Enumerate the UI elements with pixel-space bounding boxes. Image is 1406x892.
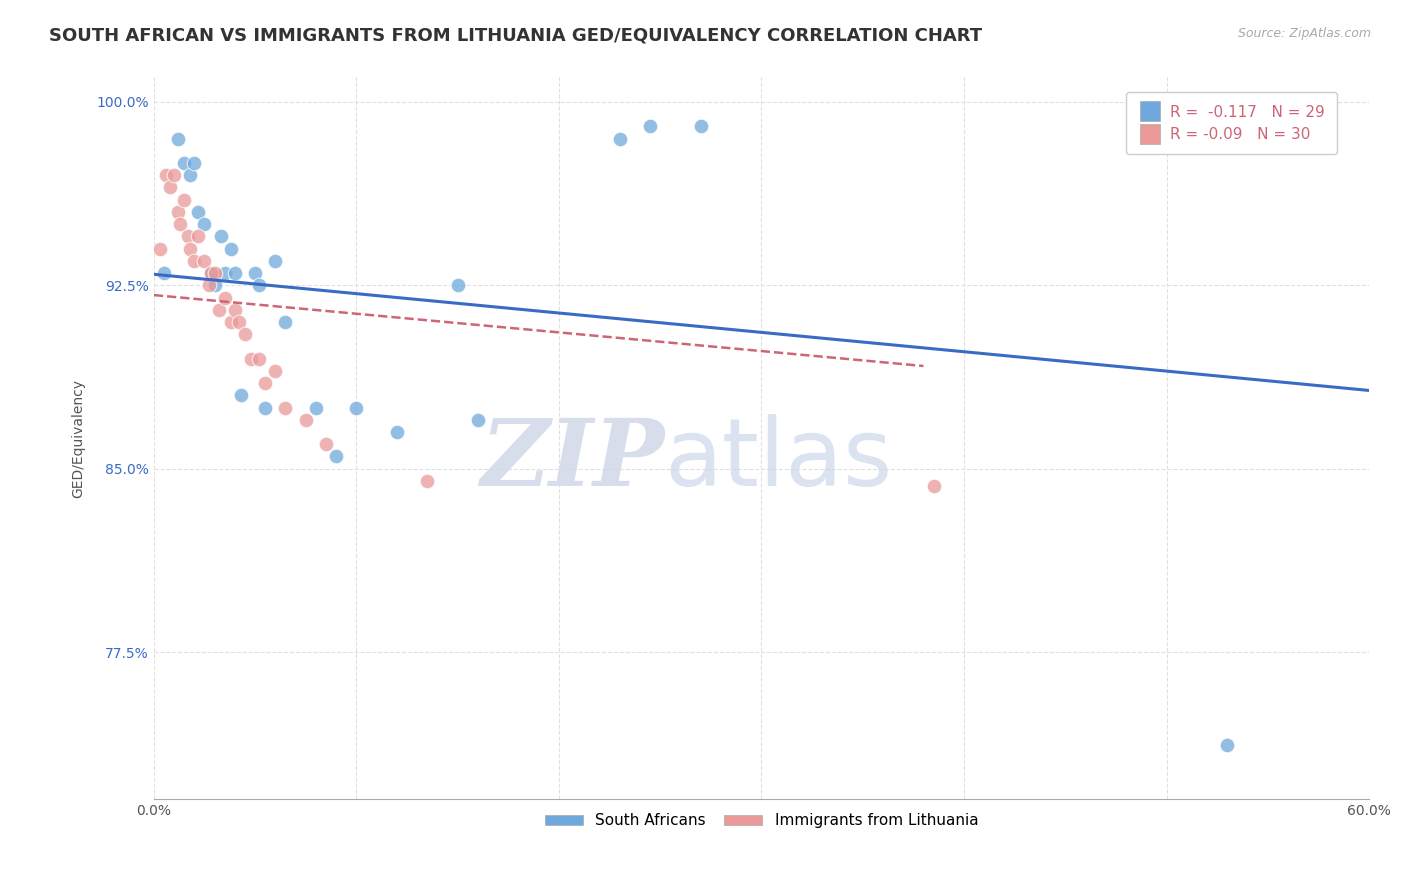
Point <box>224 302 246 317</box>
Point <box>344 401 367 415</box>
Point <box>240 351 263 366</box>
Point <box>208 302 231 317</box>
Point <box>214 266 236 280</box>
Point <box>254 376 277 390</box>
Point <box>187 229 209 244</box>
Point <box>689 120 711 134</box>
Point <box>219 242 242 256</box>
Text: ZIP: ZIP <box>479 415 664 505</box>
Point <box>200 266 222 280</box>
Text: Source: ZipAtlas.com: Source: ZipAtlas.com <box>1237 27 1371 40</box>
Point <box>609 131 631 145</box>
Point <box>173 193 195 207</box>
Point <box>163 168 186 182</box>
Point <box>274 401 297 415</box>
Point <box>446 278 468 293</box>
Point <box>315 437 337 451</box>
Point <box>264 364 287 378</box>
Point <box>169 217 191 231</box>
Text: SOUTH AFRICAN VS IMMIGRANTS FROM LITHUANIA GED/EQUIVALENCY CORRELATION CHART: SOUTH AFRICAN VS IMMIGRANTS FROM LITHUAN… <box>49 27 983 45</box>
Point <box>149 242 172 256</box>
Point <box>183 253 205 268</box>
Text: atlas: atlas <box>664 414 893 506</box>
Point <box>197 278 219 293</box>
Point <box>167 205 190 219</box>
Point <box>177 229 200 244</box>
Point <box>638 120 661 134</box>
Point <box>305 401 328 415</box>
Point <box>200 266 222 280</box>
Point <box>325 450 347 464</box>
Point <box>179 242 201 256</box>
Point <box>416 474 439 488</box>
Point <box>224 266 246 280</box>
Y-axis label: GED/Equivalency: GED/Equivalency <box>72 378 86 498</box>
Point <box>155 168 177 182</box>
Point <box>153 266 176 280</box>
Point <box>159 180 181 194</box>
Point <box>229 388 252 402</box>
Point <box>173 156 195 170</box>
Point <box>183 156 205 170</box>
Point <box>219 315 242 329</box>
Point <box>228 315 250 329</box>
Point <box>254 401 277 415</box>
Point <box>179 168 201 182</box>
Point <box>167 131 190 145</box>
Point <box>187 205 209 219</box>
Point <box>385 425 408 439</box>
Point <box>1216 738 1239 752</box>
Point <box>264 253 287 268</box>
Point <box>193 217 215 231</box>
Point <box>274 315 297 329</box>
Point <box>204 278 226 293</box>
Point <box>922 479 945 493</box>
Point <box>214 291 236 305</box>
Point <box>467 413 489 427</box>
Point <box>233 327 256 342</box>
Point <box>193 253 215 268</box>
Point <box>243 266 266 280</box>
Point <box>294 413 316 427</box>
Point <box>204 266 226 280</box>
Point <box>247 351 270 366</box>
Point <box>247 278 270 293</box>
Point <box>209 229 232 244</box>
Legend: South Africans, Immigrants from Lithuania: South Africans, Immigrants from Lithuani… <box>538 807 984 835</box>
